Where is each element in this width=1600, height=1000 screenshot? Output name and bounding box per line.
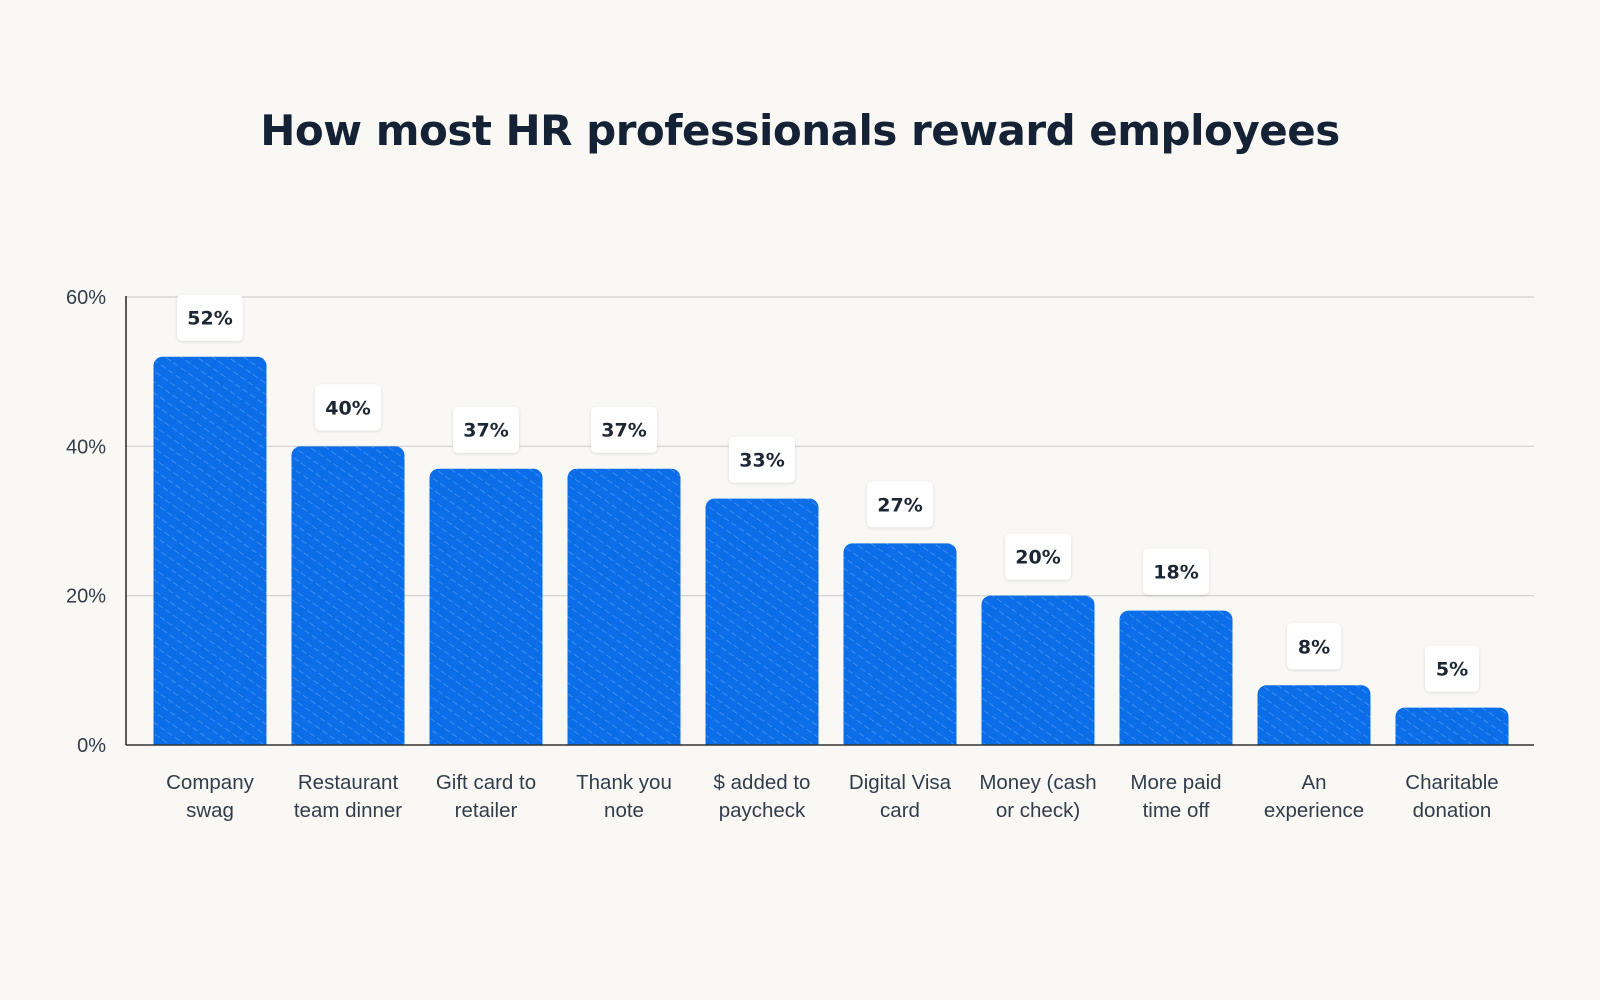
bar-base: [1257, 735, 1371, 745]
value-label-box: [315, 384, 381, 431]
value-label-box: [1005, 533, 1071, 580]
value-labels: 52% 40% 37% 37% 33% 27% 20% 18% 8% 5%: [177, 294, 1479, 692]
bar: [843, 543, 957, 745]
bar-base: [843, 735, 957, 745]
category-label: Company swag: [166, 771, 254, 822]
bar: [705, 498, 819, 745]
bar: [567, 468, 681, 745]
value-label: 37%: [463, 420, 508, 442]
value-label: 5%: [1436, 659, 1468, 681]
bar: [1257, 685, 1371, 745]
bar: [981, 595, 1095, 745]
value-label-box: [1143, 548, 1209, 595]
category-label: Gift card to retailer: [436, 771, 536, 822]
chart-title: How most HR professionals reward employe…: [260, 106, 1340, 155]
bar-base: [981, 735, 1095, 745]
category-label: Restaurant team dinner: [294, 771, 402, 822]
category-label: Charitable donation: [1405, 771, 1498, 822]
value-label-box: [177, 294, 243, 341]
bar-base: [153, 735, 267, 745]
category-label: Thank you note: [576, 771, 672, 822]
bars: [153, 356, 1509, 745]
value-label: 8%: [1298, 636, 1330, 658]
bar-base: [291, 735, 405, 745]
value-label-box: [591, 406, 657, 453]
bar: [291, 446, 405, 745]
value-label-box: [867, 481, 933, 528]
category-label: More paid time off: [1130, 771, 1221, 822]
value-label: 40%: [325, 397, 370, 419]
bar: [429, 468, 543, 745]
value-label: 52%: [187, 308, 232, 330]
value-label-box: [729, 436, 795, 483]
value-label-box: [453, 406, 519, 453]
category-labels: Company swag Restaurant team dinner Gift car…: [166, 771, 1499, 822]
y-tick-label: 0%: [77, 735, 106, 757]
bar-base: [429, 735, 543, 745]
y-tick-label: 20%: [66, 586, 106, 608]
category-label: Money (cash or check): [979, 771, 1096, 822]
bar-base: [1395, 735, 1509, 745]
y-tick-label: 60%: [66, 287, 106, 309]
category-label: Digital Visa card: [849, 771, 952, 822]
value-label-box: [1287, 623, 1341, 670]
bar: [1119, 610, 1233, 745]
bar-base: [567, 735, 681, 745]
y-tick-label: 40%: [66, 436, 106, 458]
category-label: An experience: [1264, 771, 1364, 822]
value-label: 20%: [1015, 547, 1060, 569]
value-label: 33%: [739, 450, 784, 472]
bar-base: [1119, 735, 1233, 745]
axes: [125, 296, 1534, 746]
y-axis-ticks: 0% 20% 40% 60%: [66, 287, 106, 757]
value-label: 18%: [1153, 562, 1198, 584]
bar: [153, 356, 267, 745]
category-label: $ added to paycheck: [714, 771, 811, 822]
value-label: 37%: [601, 420, 646, 442]
value-label: 27%: [877, 494, 922, 516]
bar-base: [705, 735, 819, 745]
value-label-box: [1425, 645, 1479, 692]
